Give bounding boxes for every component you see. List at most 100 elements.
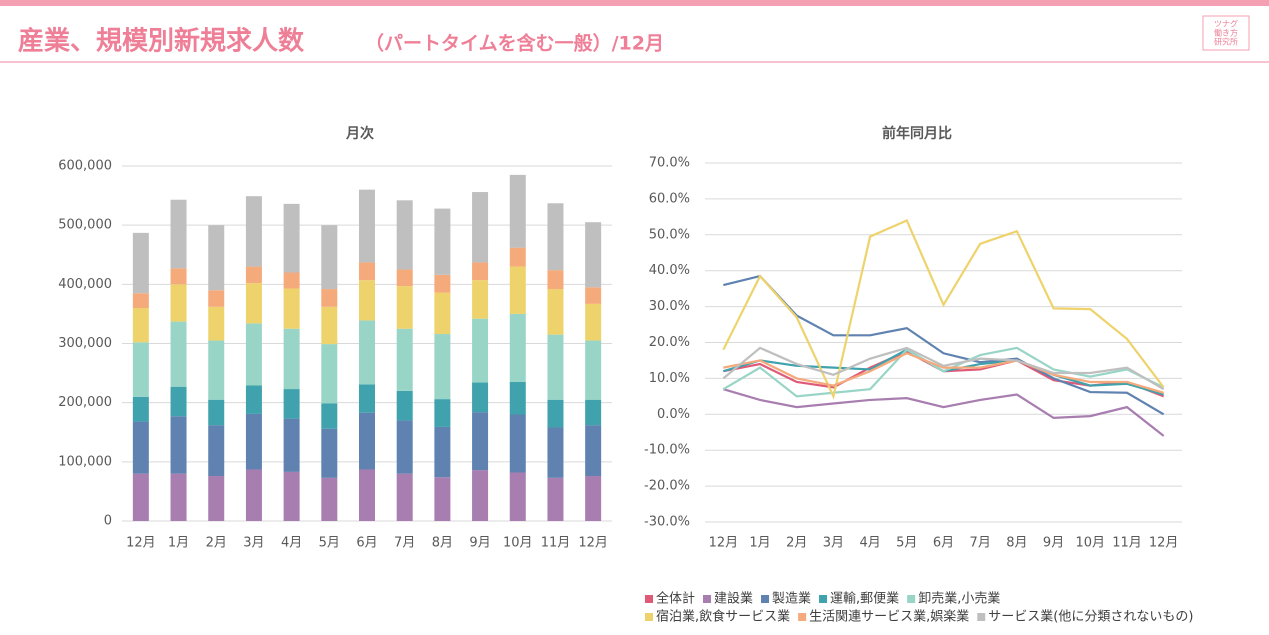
x-tick-label: 5月 [319,536,340,551]
x-tick-label: 11月 [541,536,571,551]
x-tick-label: 2月 [786,536,807,551]
y-tick-label: -10.0% [644,443,690,458]
bar-segment [509,381,526,415]
y-tick-label: 100,000 [58,454,112,469]
logo-text: 働き方 [1214,28,1238,38]
bar-segment [472,382,489,413]
bar-segment [585,476,602,521]
legend-label: サービス業(他に分類されないもの) [988,609,1193,625]
logo-text: ツナグ [1214,19,1238,29]
x-tick-label: 12月 [126,536,156,551]
legend-swatch [645,613,653,621]
bar-segment [208,399,225,426]
bar-segment [509,174,526,248]
legend-label: 宿泊業,飲食サービス業 [656,609,790,625]
bar-segment [283,418,300,472]
bar-segment [509,266,526,314]
bar-segment [472,318,489,383]
bar-segment [472,280,489,319]
bar-segment [132,232,149,294]
x-tick-label: 7月 [394,536,415,551]
x-tick-label: 6月 [356,536,377,551]
x-tick-label: 10月 [1075,536,1105,551]
x-tick-label: 9月 [1043,536,1064,551]
x-tick-label: 5月 [896,536,917,551]
bar-segment [321,225,338,290]
y-tick-label: 400,000 [58,277,112,292]
bar-segment [321,428,338,478]
bar-segment [509,472,526,521]
x-tick-label: 11月 [1112,536,1142,551]
page-title: 産業、規模別新規求人数 [18,26,305,57]
bar-segment [321,344,338,404]
line-series [723,388,1165,437]
y-tick-label: 20.0% [649,335,690,350]
bar-segment [585,303,602,341]
x-tick-label: 1月 [749,536,770,551]
bar-segment [170,268,187,285]
logo-text: 研究所 [1214,37,1238,47]
bar-segment [132,421,149,474]
y-tick-label: 70.0% [649,156,690,171]
bar-segment [245,385,262,414]
y-tick-label: 40.0% [649,263,690,278]
bar-segment [132,396,149,422]
bar-segment [434,426,451,478]
y-tick-label: 10.0% [649,371,690,386]
bar-segment [208,306,225,341]
bar-segment [547,334,564,400]
bar-segment [170,416,187,474]
x-tick-label: 7月 [970,536,991,551]
x-tick-label: 9月 [469,536,490,551]
chart-title: 前年同月比 [882,125,952,142]
top-bar [0,0,1269,6]
legend-swatch [819,595,828,603]
y-tick-label: 200,000 [58,395,112,410]
bar-segment [509,313,526,382]
x-tick-label: 3月 [243,536,264,551]
y-tick-label: 300,000 [58,336,112,351]
bar-segment [509,247,526,267]
bar-segment [585,340,602,400]
bar-segment [434,334,451,400]
bar-segment [547,203,564,271]
x-tick-label: 2月 [206,536,227,551]
bar-segment [359,280,375,321]
bar-segment [283,272,300,289]
bar-segment [396,200,413,270]
legend-label: 運輸,郵便業 [830,591,899,607]
chart-title: 月次 [345,125,374,142]
bar-segment [283,203,300,273]
legend-label: 建設業 [714,591,753,607]
y-tick-label: 0 [104,514,112,529]
bar-segment [321,477,338,521]
y-tick-label: 600,000 [58,159,112,174]
bar-segment [359,262,375,281]
x-tick-label: 12月 [1149,536,1179,551]
bar-segment [396,473,413,521]
x-tick-label: 12月 [578,536,608,551]
legend-swatch [761,595,770,603]
legend-swatch [977,613,986,621]
x-tick-label: 8月 [1006,536,1027,551]
bar-segment [132,308,149,343]
y-tick-label: 30.0% [649,299,690,314]
x-tick-label: 4月 [859,536,880,551]
bar-segment [208,425,225,477]
bar-segment [434,208,451,275]
legend-swatch [907,595,916,603]
x-tick-label: 12月 [709,536,739,551]
bar-segment [434,477,451,521]
bar-segment [359,384,375,413]
bar-segment [245,196,262,267]
line-series [723,274,1165,416]
bar-segment [208,225,225,291]
bar-segment [434,274,451,293]
legend-swatch [798,613,807,621]
x-tick-label: 1月 [168,536,189,551]
legend-label: 製造業 [772,591,811,607]
bar-segment [396,286,413,329]
bar-segment [245,469,262,521]
y-tick-label: 500,000 [58,218,112,233]
